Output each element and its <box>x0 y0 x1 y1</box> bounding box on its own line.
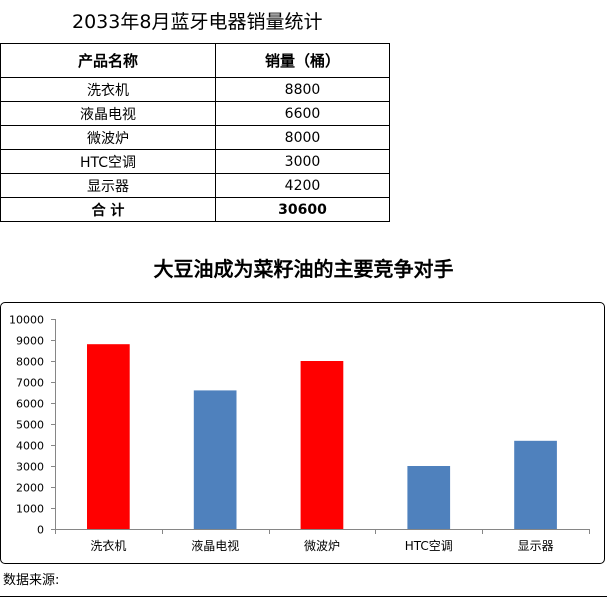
bar-2 <box>193 390 237 529</box>
product-name-cell: 显示器 <box>0 173 216 198</box>
sales-value-cell: 8800 <box>215 77 390 102</box>
table-row: 洗衣机 8800 <box>0 77 390 102</box>
x-category-label: 微波炉 <box>304 539 340 553</box>
sales-value-cell: 8000 <box>215 125 390 150</box>
total-label-cell: 合 计 <box>0 197 216 222</box>
table-row: 微波炉 8000 <box>0 125 390 150</box>
product-name-cell: HTC空调 <box>0 149 216 174</box>
header-sales-volume: 销量（桶） <box>215 43 390 78</box>
bar-4 <box>407 466 451 529</box>
sales-value-cell: 3000 <box>215 149 390 174</box>
sales-table: 产品名称 销量（桶） 洗衣机 8800 液晶电视 6600 微波炉 8000 H… <box>0 43 390 222</box>
bar-1 <box>87 344 130 529</box>
y-tick-label: 8000 <box>16 356 44 369</box>
y-tick-label: 6000 <box>16 398 44 411</box>
y-tick-label: 9000 <box>16 335 44 348</box>
page-title: 2033年8月蓝牙电器销量统计 <box>72 11 323 33</box>
table-total-row: 合 计 30600 <box>0 197 390 222</box>
product-name-cell: 微波炉 <box>0 125 216 150</box>
x-category-label: 洗衣机 <box>90 538 126 553</box>
bar-5 <box>514 440 557 529</box>
y-tick-label: 4000 <box>16 440 44 453</box>
product-name-cell: 洗衣机 <box>0 77 216 102</box>
sales-value-cell: 4200 <box>215 173 390 198</box>
total-value-cell: 30600 <box>215 197 390 222</box>
chart-title: 大豆油成为菜籽油的主要竞争对手 <box>153 257 454 281</box>
bar-3 <box>300 361 344 529</box>
x-category-label: 液晶电视 <box>191 538 239 553</box>
table-header-row: 产品名称 销量（桶） <box>0 43 390 78</box>
sales-value-cell: 6600 <box>215 101 390 126</box>
data-source-label: 数据来源: <box>3 573 60 588</box>
header-product-name: 产品名称 <box>0 43 216 78</box>
y-tick-label: 3000 <box>16 461 44 474</box>
x-category-label: 显示器 <box>518 539 554 553</box>
table-row: 液晶电视 6600 <box>0 101 390 126</box>
y-tick-label: 7000 <box>16 377 44 390</box>
y-tick-label: 1000 <box>16 503 44 516</box>
y-tick-label: 0 <box>37 524 44 537</box>
y-tick-label: 5000 <box>16 419 44 432</box>
y-tick-label: 10000 <box>9 314 44 327</box>
bottom-divider <box>0 596 607 597</box>
product-name-cell: 液晶电视 <box>0 101 216 126</box>
table-row: HTC空调 3000 <box>0 149 390 174</box>
y-tick-label: 2000 <box>16 482 44 495</box>
bar-chart: 0 1000 2000 3000 4000 5000 6000 7000 8000 9000 100… <box>9 314 590 553</box>
x-category-label: HTC空调 <box>405 539 453 553</box>
table-row: 显示器 4200 <box>0 173 390 198</box>
